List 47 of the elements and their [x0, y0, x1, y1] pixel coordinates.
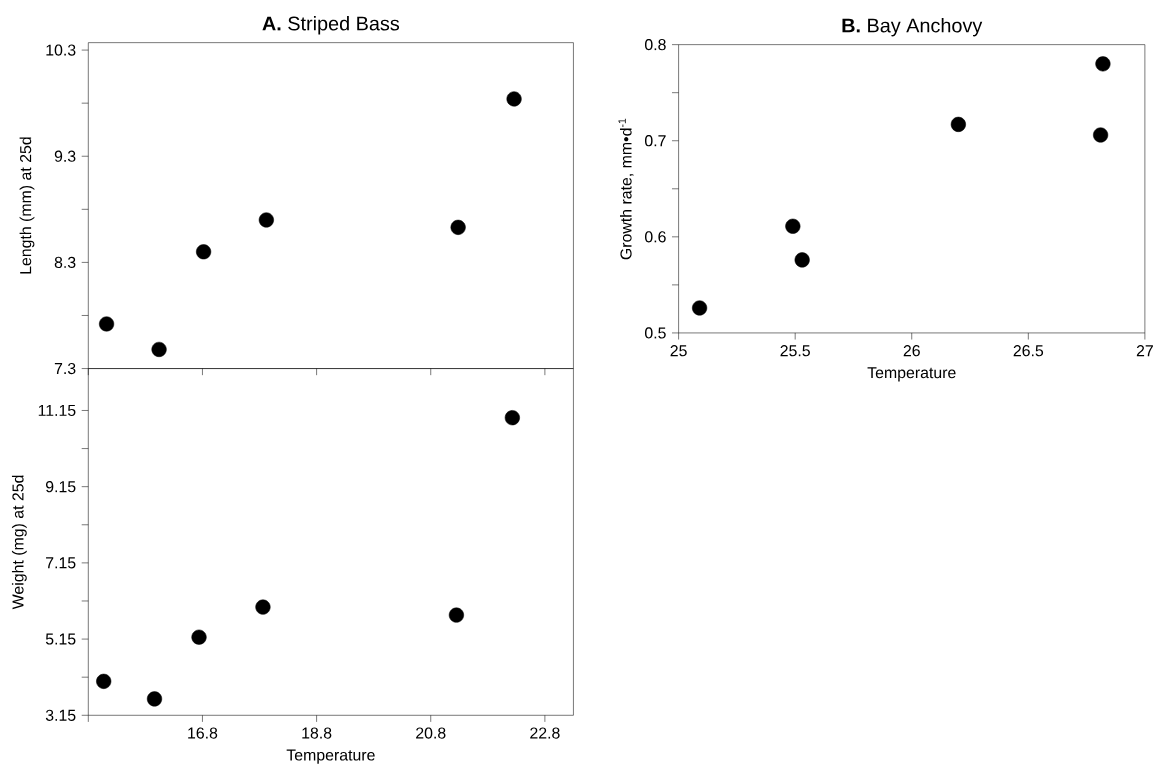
point: [1093, 127, 1109, 143]
point: [950, 116, 966, 133]
point: [191, 629, 207, 645]
y-axis-title: Growth rate, mm•d$^{-1}$: [618, 118, 634, 260]
point: [450, 219, 466, 235]
chart-title: B. Bay Anchovy: [842, 18, 983, 37]
y-tick-label: 8.3: [54, 256, 76, 269]
point: [196, 244, 212, 260]
y-tick-label: 0.6: [644, 231, 666, 243]
x-axis-title: Temperature: [286, 749, 375, 764]
y-tick-label: 11.15: [38, 405, 76, 417]
x-tick-label: 25: [670, 345, 687, 357]
y-axis-title: Length (mm) at 25d: [19, 137, 35, 274]
x-tick-label: 26: [903, 345, 920, 357]
point: [785, 218, 801, 234]
point: [146, 691, 163, 707]
y-tick-label: 10.3: [46, 44, 76, 56]
y-tick-label: 9.15: [45, 481, 76, 493]
x-tick-label: 18.8: [302, 727, 332, 739]
point: [506, 91, 522, 107]
point: [151, 341, 167, 358]
point: [692, 300, 708, 316]
y-tick-label: 3.15: [45, 709, 76, 721]
point: [255, 599, 271, 615]
x-tick-label: 27: [1136, 345, 1153, 357]
y-tick-label: 9.3: [54, 150, 76, 162]
point: [96, 673, 112, 689]
point: [448, 607, 464, 623]
x-tick-label: 26.5: [1013, 345, 1044, 357]
x-tick-label: 20.8: [416, 727, 446, 739]
x-tick-label: 25.5: [780, 345, 810, 357]
x-tick-label: 22.8: [530, 727, 560, 739]
point: [794, 252, 810, 268]
y-tick-label: 0.7: [644, 135, 666, 147]
chart-title: A. Striped Bass: [262, 16, 400, 35]
y-tick-label: 7.15: [46, 557, 76, 569]
y-tick-label: 5.15: [45, 633, 76, 645]
y-tick-label: 0.5: [644, 327, 666, 339]
point: [504, 410, 520, 426]
x-tick-label: 16.8: [188, 727, 218, 739]
point: [1095, 56, 1111, 72]
point: [258, 212, 274, 228]
y-axis-title: Weight (mg) at 25d: [11, 475, 27, 610]
y-tick-label: 0.8: [644, 39, 666, 51]
x-axis-title: Temperature: [867, 367, 956, 382]
y-tick-label: 7.3: [54, 363, 76, 375]
point: [99, 316, 115, 332]
